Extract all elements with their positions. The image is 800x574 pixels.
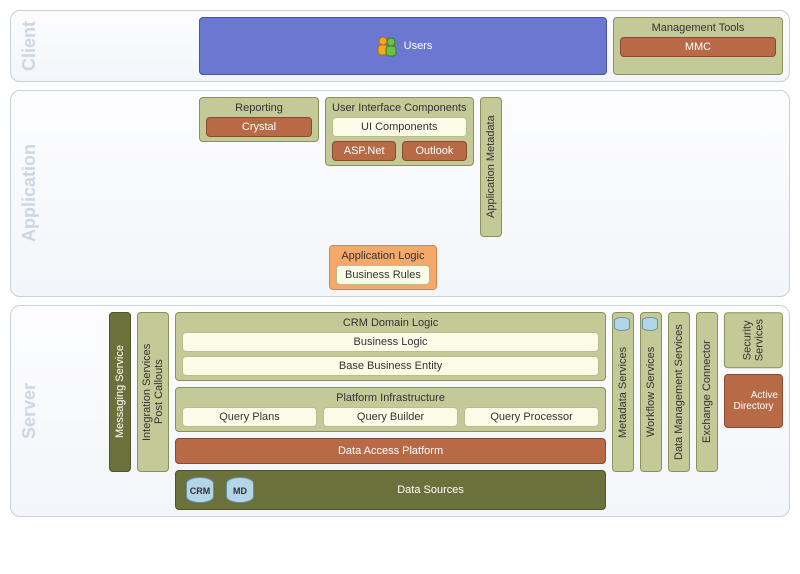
crm-title: CRM Domain Logic <box>182 317 599 329</box>
messaging-service: Messaging Service <box>109 312 131 472</box>
db-crm-icon: CRM <box>186 477 214 503</box>
tier-label-server: Server <box>17 312 43 510</box>
query-builder-box: Query Builder <box>323 407 458 427</box>
data-mgmt-label: Data Management Services <box>673 324 685 460</box>
workflow-services-label: Workflow Services <box>645 347 657 437</box>
workflow-services: Workflow Services <box>640 312 662 472</box>
db-md-label: MD <box>233 486 247 496</box>
exchange-connector-label: Exchange Connector <box>701 341 713 444</box>
integration-services-label: Integration Services Post Callouts <box>141 343 165 440</box>
data-mgmt-services: Data Management Services <box>668 312 690 472</box>
business-rules-box: Business Rules <box>336 265 430 285</box>
exchange-connector: Exchange Connector <box>696 312 718 472</box>
db-md-icon: MD <box>226 477 254 503</box>
users-panel: Users <box>199 17 607 75</box>
security-services-label: Security Services <box>742 319 766 361</box>
messaging-service-label: Messaging Service <box>114 346 126 439</box>
metadata-services-label: Metadata Services <box>617 346 629 437</box>
reporting-panel: Reporting Crystal <box>199 97 319 142</box>
business-logic-box: Business Logic <box>182 332 599 352</box>
mmc-box: MMC <box>620 37 776 57</box>
outlook-box: Outlook <box>402 141 466 161</box>
tier-application: Application Reporting Crystal User Inter… <box>10 90 790 297</box>
tier-server: Server Messaging Service Integration Ser… <box>10 305 790 517</box>
data-sources-label: Data Sources <box>266 484 595 496</box>
reporting-title: Reporting <box>206 102 312 114</box>
tier-label-client: Client <box>17 17 43 75</box>
uic-title: User Interface Components <box>332 102 467 114</box>
active-directory-label: Active Directory <box>734 390 778 412</box>
mgmt-tools-panel: Management Tools MMC <box>613 17 783 75</box>
mgmt-title: Management Tools <box>620 22 776 34</box>
users-icon <box>374 35 400 57</box>
active-directory: Active Directory <box>724 374 783 428</box>
data-sources: CRM MD Data Sources <box>175 470 606 510</box>
tier-client: Client Users Management Tools MMC <box>10 10 790 82</box>
db-crm-label: CRM <box>190 486 211 496</box>
workflow-db-icon <box>642 317 658 331</box>
integration-services: Integration Services Post Callouts <box>137 312 169 472</box>
query-plans-box: Query Plans <box>182 407 317 427</box>
app-logic-panel: Application Logic Business Rules <box>329 245 437 290</box>
app-metadata-panel: Application Metadata <box>480 97 502 237</box>
crystal-box: Crystal <box>206 117 312 137</box>
platform-infra: Platform Infrastructure Query Plans Quer… <box>175 387 606 432</box>
tier-label-application: Application <box>17 97 43 290</box>
users-label: Users <box>404 40 433 52</box>
aspnet-box: ASP.Net <box>332 141 396 161</box>
base-business-entity-box: Base Business Entity <box>182 356 599 376</box>
data-access-platform: Data Access Platform <box>175 438 606 464</box>
app-logic-title: Application Logic <box>336 250 430 262</box>
ui-components-box: UI Components <box>332 117 467 137</box>
platform-title: Platform Infrastructure <box>182 392 599 404</box>
metadata-db-icon <box>614 317 630 331</box>
metadata-services: Metadata Services <box>612 312 634 472</box>
uic-panel: User Interface Components UI Components … <box>325 97 474 166</box>
security-services: Security Services <box>724 312 783 368</box>
app-metadata-label: Application Metadata <box>485 116 497 219</box>
crm-domain-logic: CRM Domain Logic Business Logic Base Bus… <box>175 312 606 381</box>
query-processor-box: Query Processor <box>464 407 599 427</box>
